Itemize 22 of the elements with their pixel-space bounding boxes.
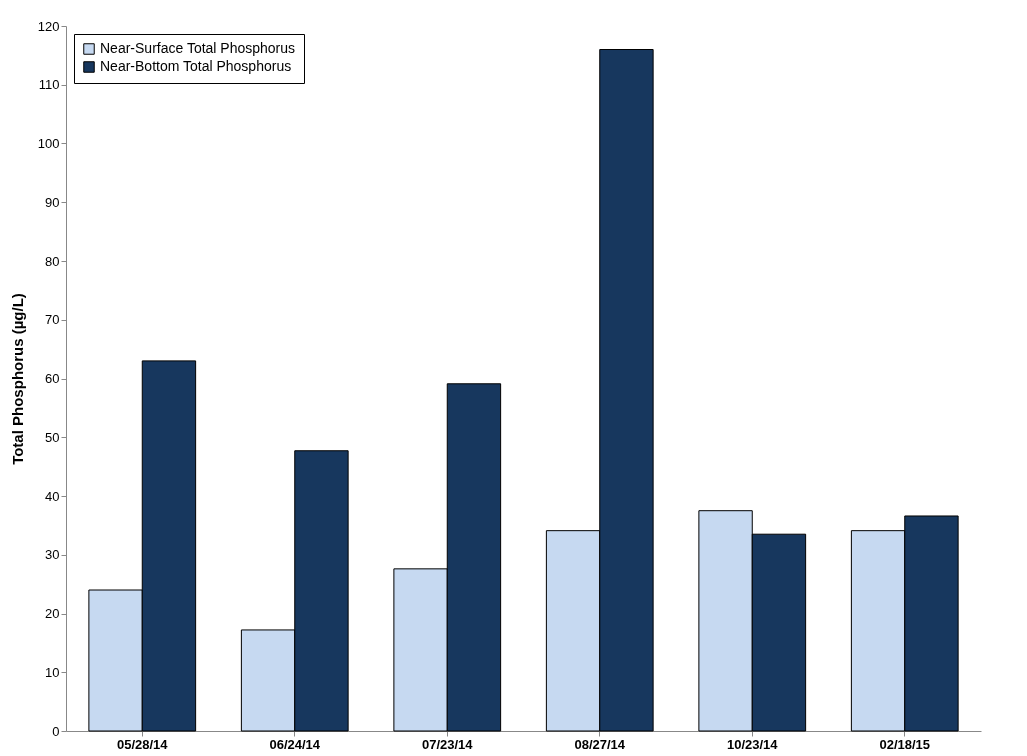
y-tick-label: 10 xyxy=(45,664,60,680)
y-tick-label: 90 xyxy=(45,194,60,210)
y-tick-label: 30 xyxy=(45,547,60,563)
y-tick-label: 20 xyxy=(45,606,60,621)
x-tick-label: 10/23/14 xyxy=(726,736,779,752)
x-tick-label: 06/24/14 xyxy=(269,736,321,752)
y-tick-label: 120 xyxy=(37,18,60,34)
y-tick-label: 40 xyxy=(45,488,60,504)
legend-label: Near-Surface Total Phosphorus xyxy=(100,40,296,56)
y-tick-label: 0 xyxy=(52,723,60,739)
x-tick-label: 02/18/15 xyxy=(879,736,931,752)
y-tick-label: 100 xyxy=(37,136,60,151)
y-tick-label: 110 xyxy=(38,77,60,93)
x-tick-label: 05/28/14 xyxy=(116,736,169,752)
y-axis-title: Total Phosphorus (µg/L) xyxy=(8,293,26,465)
y-tick-label: 70 xyxy=(45,312,60,328)
y-tick-label: 50 xyxy=(45,429,60,445)
y-tick-label: 80 xyxy=(45,253,60,269)
y-tick-label: 60 xyxy=(45,371,60,386)
x-tick-label: 08/27/14 xyxy=(574,736,626,752)
legend-label: Near-Bottom Total Phosphorus xyxy=(100,58,292,74)
x-tick-label: 07/23/14 xyxy=(421,736,474,752)
